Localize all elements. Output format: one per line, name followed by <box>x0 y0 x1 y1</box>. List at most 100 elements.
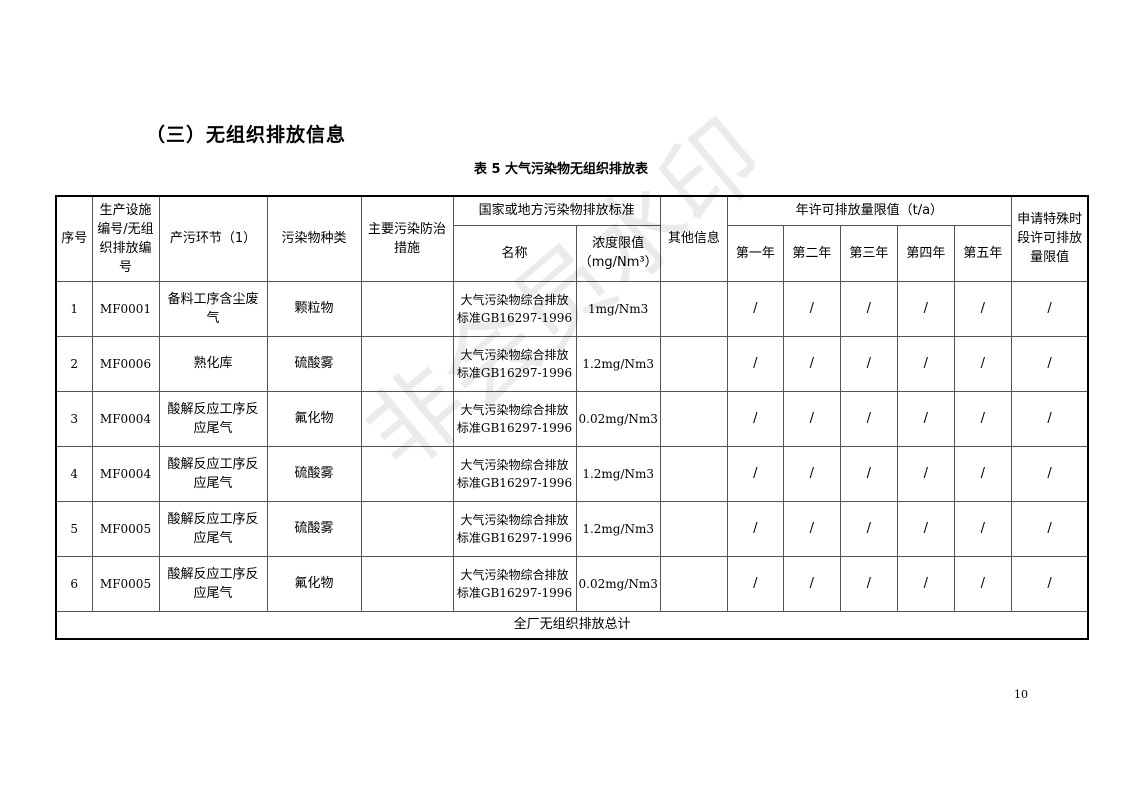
cell-year-3: / <box>839 335 898 392</box>
header-other: 其他信息 <box>659 195 728 282</box>
cell-special: / <box>1010 555 1089 612</box>
header-concentration: 浓度限值（mg/Nm³） <box>575 224 661 282</box>
cell-other <box>659 280 728 337</box>
cell-year-4: / <box>896 555 955 612</box>
table-row: 4 MF0004 酸解反应工序反应尾气 硫酸雾 大气污染物综合排放标准GB16297-1… <box>55 445 1089 502</box>
cell-year-4: / <box>896 445 955 502</box>
cell-year-2: / <box>782 280 841 337</box>
cell-other <box>659 335 728 392</box>
cell-other <box>659 445 728 502</box>
cell-seq: 1 <box>55 280 93 337</box>
cell-special: / <box>1010 390 1089 447</box>
cell-standard: 大气污染物综合排放标准GB16297-1996 <box>452 500 577 557</box>
table-row: 1 MF0001 备料工序含尘废气 颗粒物 大气污染物综合排放标准GB16297-199… <box>55 280 1089 337</box>
cell-special: / <box>1010 500 1089 557</box>
cell-process: 酸解反应工序反应尾气 <box>158 445 268 502</box>
cell-process: 备料工序含尘废气 <box>158 280 268 337</box>
cell-seq: 2 <box>55 335 93 392</box>
cell-pollutant: 硫酸雾 <box>266 445 362 502</box>
header-subrow: 名称 浓度限值（mg/Nm³） 第一年 第二年 第三年 第四年 第五年 <box>56 224 1088 282</box>
header-year-5: 第五年 <box>953 224 1012 282</box>
cell-year-1: / <box>726 555 784 612</box>
header-standard-group: 国家或地方污染物排放标准 <box>452 195 661 226</box>
header-measures: 主要污染防治措施 <box>360 195 454 282</box>
cell-facility: MF0004 <box>91 390 160 447</box>
cell-pollutant: 颗粒物 <box>266 280 362 337</box>
cell-year-5: / <box>953 500 1012 557</box>
cell-standard: 大气污染物综合排放标准GB16297-1996 <box>452 555 577 612</box>
cell-pollutant: 氟化物 <box>266 390 362 447</box>
cell-special: / <box>1010 280 1089 337</box>
cell-concentration: 1mg/Nm3 <box>575 280 661 337</box>
header-year-3: 第三年 <box>839 224 898 282</box>
cell-measures <box>360 335 454 392</box>
total-label: 全厂无组织排放总计 <box>55 610 1089 639</box>
page-number: 10 <box>1014 688 1028 701</box>
table-caption: 表 5 大气污染物无组织排放表 <box>473 162 649 177</box>
header-row: 序号 生产设施编号/无组织排放编号 产污环节（1） 污染物种类 主要污染防治措施… <box>55 195 1089 282</box>
header-standard-name: 名称 <box>452 224 577 282</box>
cell-year-5: / <box>953 555 1012 612</box>
cell-year-2: / <box>782 445 841 502</box>
header-seq: 序号 <box>55 195 93 282</box>
cell-year-4: / <box>896 500 955 557</box>
cell-process: 酸解反应工序反应尾气 <box>158 500 268 557</box>
total-row: 全厂无组织排放总计 <box>55 610 1089 639</box>
header-facility: 生产设施编号/无组织排放编号 <box>91 195 160 282</box>
cell-year-3: / <box>839 280 898 337</box>
cell-seq: 3 <box>55 390 93 447</box>
header-year-1: 第一年 <box>726 224 784 282</box>
cell-year-4: / <box>896 335 955 392</box>
cell-measures <box>360 280 454 337</box>
cell-year-3: / <box>839 500 898 557</box>
header-year-2: 第二年 <box>782 224 841 282</box>
cell-facility: MF0004 <box>91 445 160 502</box>
cell-seq: 6 <box>55 555 93 612</box>
cell-special: / <box>1010 445 1089 502</box>
cell-measures <box>360 500 454 557</box>
cell-year-3: / <box>839 555 898 612</box>
cell-year-1: / <box>726 280 784 337</box>
cell-year-4: / <box>896 390 955 447</box>
table-row: 6 MF0005 酸解反应工序反应尾气 氟化物 大气污染物综合排放标准GB16297-1… <box>55 555 1089 612</box>
cell-other <box>659 390 728 447</box>
cell-process: 酸解反应工序反应尾气 <box>158 390 268 447</box>
cell-process: 熟化库 <box>158 335 268 392</box>
cell-year-2: / <box>782 390 841 447</box>
cell-standard: 大气污染物综合排放标准GB16297-1996 <box>452 335 577 392</box>
cell-concentration: 0.02mg/Nm3 <box>575 555 661 612</box>
cell-year-2: / <box>782 500 841 557</box>
cell-concentration: 1.2mg/Nm3 <box>575 445 661 502</box>
cell-year-5: / <box>953 390 1012 447</box>
cell-standard: 大气污染物综合排放标准GB16297-1996 <box>452 445 577 502</box>
cell-year-1: / <box>726 500 784 557</box>
cell-year-5: / <box>953 280 1012 337</box>
cell-standard: 大气污染物综合排放标准GB16297-1996 <box>452 280 577 337</box>
header-year-4: 第四年 <box>896 224 955 282</box>
cell-facility: MF0001 <box>91 280 160 337</box>
cell-seq: 5 <box>55 500 93 557</box>
table-row: 5 MF0005 酸解反应工序反应尾气 硫酸雾 大气污染物综合排放标准GB16297-1… <box>55 500 1089 557</box>
table-row: 3 MF0004 酸解反应工序反应尾气 氟化物 大气污染物综合排放标准GB16297-1… <box>55 390 1089 447</box>
cell-concentration: 0.02mg/Nm3 <box>575 390 661 447</box>
header-process: 产污环节（1） <box>158 195 268 282</box>
cell-process: 酸解反应工序反应尾气 <box>158 555 268 612</box>
table-row: 2 MF0006 熟化库 硫酸雾 大气污染物综合排放标准GB16297-1996 1.2m… <box>55 335 1089 392</box>
cell-pollutant: 氟化物 <box>266 555 362 612</box>
cell-other <box>659 555 728 612</box>
cell-facility: MF0006 <box>91 335 160 392</box>
cell-year-3: / <box>839 445 898 502</box>
cell-special: / <box>1010 335 1089 392</box>
cell-year-4: / <box>896 280 955 337</box>
section-title: （三）无组织排放信息 <box>146 124 347 146</box>
cell-other <box>659 500 728 557</box>
cell-measures <box>360 390 454 447</box>
cell-year-5: / <box>953 335 1012 392</box>
cell-concentration: 1.2mg/Nm3 <box>575 500 661 557</box>
emission-table: 序号 生产设施编号/无组织排放编号 产污环节（1） 污染物种类 主要污染防治措施… <box>55 195 1090 640</box>
cell-year-1: / <box>726 445 784 502</box>
cell-year-1: / <box>726 335 784 392</box>
cell-seq: 4 <box>55 445 93 502</box>
cell-concentration: 1.2mg/Nm3 <box>575 335 661 392</box>
cell-pollutant: 硫酸雾 <box>266 500 362 557</box>
